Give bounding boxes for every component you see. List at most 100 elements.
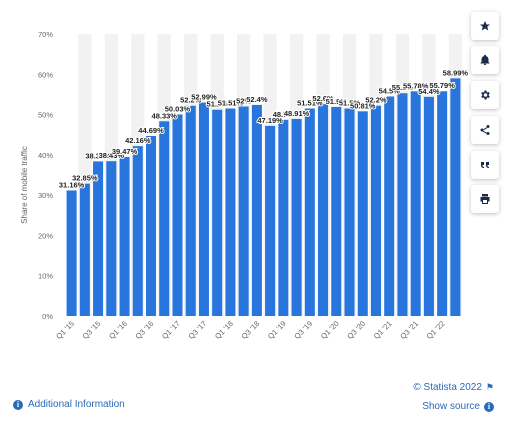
data-label: 44.69% bbox=[138, 126, 164, 135]
data-label: 38.38% bbox=[85, 151, 111, 160]
x-tick-label: Q1 '21 bbox=[372, 319, 394, 341]
additional-information-label: Additional Information bbox=[28, 399, 125, 410]
y-axis-label: Share of mobile traffic bbox=[20, 146, 29, 224]
x-tick-label: Q3 '20 bbox=[345, 319, 367, 341]
data-label: 52.2% bbox=[365, 96, 387, 105]
y-tick-label: 70% bbox=[38, 30, 53, 39]
show-source-label: Show source bbox=[422, 401, 480, 412]
y-tick-label: 50% bbox=[38, 111, 53, 120]
bar bbox=[159, 121, 170, 317]
settings-button[interactable] bbox=[471, 81, 499, 109]
x-tick-label: Q3 '21 bbox=[398, 319, 420, 341]
data-label: 52.6% bbox=[312, 94, 334, 103]
data-label: 48.7% bbox=[273, 110, 295, 119]
data-label: 50.81% bbox=[350, 101, 376, 110]
data-label: 52.4% bbox=[246, 95, 268, 104]
y-axis-ticks: 0% 10% 20% 30% 40% 50% 60% 70% bbox=[38, 30, 53, 321]
bar bbox=[331, 106, 342, 316]
data-label: 32.85% bbox=[72, 174, 98, 183]
bar bbox=[145, 135, 157, 316]
y-tick-label: 0% bbox=[42, 312, 53, 321]
data-label: 54.4% bbox=[418, 87, 440, 96]
data-label: 42.16% bbox=[125, 136, 151, 145]
data-label: 39.47% bbox=[112, 147, 138, 156]
info-icon: i bbox=[13, 399, 23, 410]
gear-icon bbox=[481, 90, 490, 100]
data-label: 48.91% bbox=[284, 109, 310, 118]
y-tick-label: 60% bbox=[38, 70, 53, 79]
x-tick-label: Q3 '15 bbox=[81, 319, 103, 341]
data-label: 55.79% bbox=[429, 81, 455, 90]
data-label: 55.78% bbox=[403, 81, 429, 90]
bar bbox=[185, 105, 196, 316]
data-labels: 31.16%32.85% 38.38%38.43%39.47% 42.16%44.6… bbox=[58, 67, 470, 190]
bar bbox=[198, 102, 209, 316]
statista-copyright-link[interactable]: © Statista 2022 ⚑ bbox=[413, 382, 494, 393]
bar bbox=[172, 114, 183, 317]
data-label: 48.33% bbox=[152, 111, 178, 120]
y-tick-label: 10% bbox=[38, 272, 53, 281]
bar bbox=[450, 78, 461, 316]
bar bbox=[410, 91, 421, 316]
data-label: 47.19% bbox=[257, 116, 283, 125]
data-label: 54.5% bbox=[379, 86, 401, 95]
bar bbox=[344, 108, 355, 317]
share-icon bbox=[480, 125, 490, 135]
show-source-link[interactable]: Show source i bbox=[422, 401, 494, 412]
bar bbox=[212, 109, 223, 316]
share-button[interactable] bbox=[471, 116, 499, 144]
bar bbox=[251, 104, 262, 316]
data-label: 51.2% bbox=[207, 100, 229, 109]
y-tick-label: 30% bbox=[38, 191, 53, 200]
data-label: 58.99% bbox=[443, 68, 469, 77]
x-tick-label: Q1 '18 bbox=[213, 319, 235, 341]
quote-icon bbox=[481, 162, 489, 168]
flag-icon: ⚑ bbox=[485, 382, 494, 392]
x-axis-ticks: Q1 '15 Q3 '15 Q1 '16 Q3 '16 Q1 '17 Q3 '17 Q1 '… bbox=[54, 319, 446, 341]
favorite-button[interactable] bbox=[471, 12, 499, 40]
data-label: 51.51% bbox=[218, 98, 244, 107]
star-icon bbox=[480, 21, 490, 31]
bar bbox=[437, 91, 448, 316]
x-tick-label: Q3 '18 bbox=[239, 319, 261, 341]
x-tick-label: Q3 '19 bbox=[292, 319, 314, 341]
bar bbox=[423, 96, 434, 317]
print-button[interactable] bbox=[471, 185, 499, 213]
bar bbox=[278, 119, 289, 317]
bar bbox=[106, 161, 117, 316]
notification-button[interactable] bbox=[471, 46, 499, 74]
cite-button[interactable] bbox=[471, 151, 499, 179]
bar bbox=[225, 108, 236, 317]
info-icon: i bbox=[484, 401, 494, 412]
bar bbox=[304, 108, 315, 317]
x-tick-label: Q1 '15 bbox=[54, 319, 76, 341]
data-label: 50.03% bbox=[165, 104, 191, 113]
bar bbox=[66, 190, 77, 316]
x-tick-label: Q1 '22 bbox=[425, 319, 447, 341]
bar bbox=[238, 106, 249, 316]
bar bbox=[397, 93, 408, 316]
bar bbox=[79, 183, 90, 316]
copyright-label: © Statista 2022 bbox=[413, 382, 482, 393]
x-tick-label: Q3 '17 bbox=[187, 319, 209, 341]
x-tick-label: Q1 '16 bbox=[107, 319, 129, 341]
bar bbox=[291, 118, 302, 316]
data-label: 51.51% bbox=[297, 98, 323, 107]
bar bbox=[318, 104, 329, 317]
bell-icon bbox=[480, 54, 490, 65]
additional-information-link[interactable]: i Additional Information bbox=[13, 399, 125, 410]
print-icon bbox=[480, 194, 490, 204]
bar bbox=[265, 125, 276, 316]
data-label: 52% bbox=[236, 97, 251, 106]
data-label: 52.99% bbox=[191, 93, 217, 102]
y-tick-label: 40% bbox=[38, 151, 53, 160]
bars bbox=[66, 78, 461, 317]
y-tick-label: 20% bbox=[38, 231, 53, 240]
bar bbox=[132, 146, 143, 316]
data-label: 38.43% bbox=[99, 151, 125, 160]
x-tick-label: Q3 '16 bbox=[134, 319, 156, 341]
x-tick-label: Q1 '20 bbox=[319, 319, 341, 341]
data-label: 31.16% bbox=[59, 180, 85, 189]
bar bbox=[370, 105, 382, 316]
